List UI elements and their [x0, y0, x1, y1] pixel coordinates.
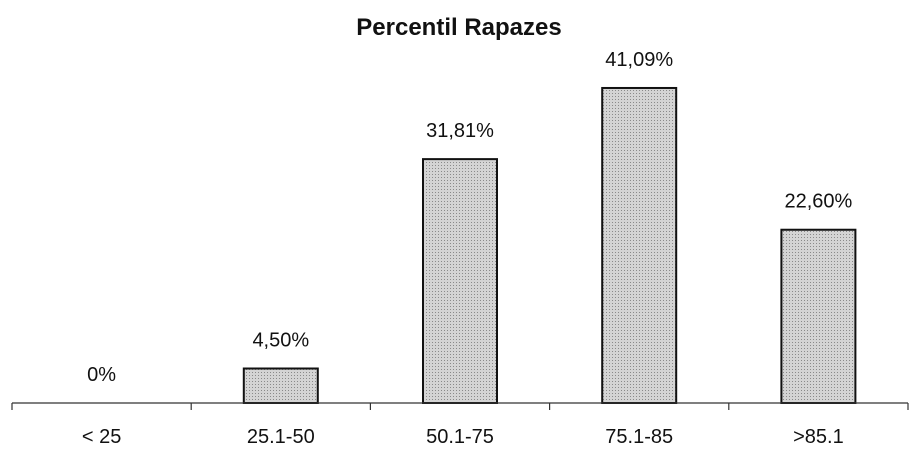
x-tick-label: < 25 [82, 426, 121, 448]
x-tick-label: 25.1-50 [247, 426, 315, 448]
data-label: 0% [87, 364, 116, 386]
chart-title: Percentil Rapazes [356, 14, 562, 41]
x-tick-label: 50.1-75 [426, 426, 494, 448]
x-tick-label: 75.1-85 [605, 426, 673, 448]
bar [242, 367, 319, 404]
data-label: 4,50% [252, 330, 309, 352]
bar [601, 86, 678, 405]
x-tick-label: >85.1 [793, 426, 844, 448]
bar [422, 158, 498, 404]
data-label: 41,09% [605, 49, 673, 71]
data-label: 22,60% [784, 191, 852, 213]
data-label: 31,81% [426, 120, 494, 142]
bar [780, 228, 857, 404]
